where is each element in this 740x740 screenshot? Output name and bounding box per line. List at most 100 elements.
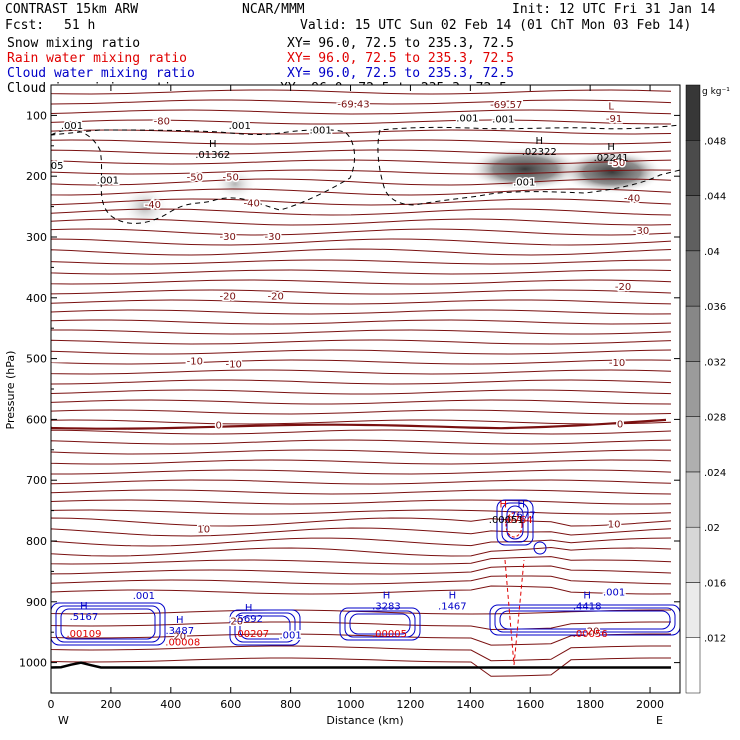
- rain-max-value: .00109: [66, 629, 101, 640]
- isotherm-line: [51, 479, 672, 485]
- isotherm-line: [51, 369, 672, 375]
- isotherm-line: [51, 309, 672, 315]
- isotherm-line: [51, 517, 672, 527]
- isotherm-line: [51, 279, 672, 285]
- snow-max-value: .02241: [594, 153, 629, 164]
- contour-labels: -80 -69.43 -69.57 -91 L -50 -50 -50 -40 -40 -40 -30…: [51, 98, 651, 649]
- isotherm-line: [51, 419, 672, 425]
- cloud-water-contour-label: .001: [133, 591, 155, 602]
- snow-max-value: .01362: [195, 150, 230, 161]
- cloud-water-max-marker: H: [245, 603, 253, 614]
- isotherm-line: [51, 248, 672, 256]
- isotherm-line: [51, 218, 672, 226]
- isotherm-label: -91: [606, 114, 622, 125]
- snow-contour-label: .001: [309, 126, 331, 137]
- colorbar-units: g kg⁻¹: [702, 87, 730, 97]
- snow-contour-label: .001: [97, 175, 119, 186]
- isotherm-label: -20: [220, 292, 236, 303]
- colorbar-swatch: [685, 582, 701, 638]
- snow-shading-blob: [120, 185, 170, 229]
- colorbar-swatch: [685, 526, 701, 583]
- cloud-water-max-marker: H: [176, 615, 184, 626]
- cloud-water-contour: [501, 502, 529, 543]
- x-tick-label: 600: [220, 698, 241, 711]
- cloud-water-max-value: .5167: [70, 612, 99, 623]
- isotherm-line: [51, 429, 672, 435]
- ice-max-marker: H: [500, 500, 508, 511]
- snow-shading-blob: [213, 168, 257, 200]
- cloud-water-contour: [496, 499, 534, 546]
- isotherm-label: -50: [187, 172, 203, 183]
- isotherm-line: [51, 359, 672, 365]
- isotherm-line: [51, 439, 672, 445]
- rain-max-value: .00005: [372, 629, 407, 640]
- colorbar-tick-label: .036: [704, 302, 726, 313]
- colorbar-swatch: [685, 140, 701, 196]
- rain-contour-line: [505, 512, 523, 538]
- x-tick-label: 1000: [337, 698, 365, 711]
- legend-cloud-water-name: Cloud water mixing ratio: [7, 66, 195, 81]
- isotherm-label: 20: [587, 627, 600, 638]
- x-axis-west-label: W: [58, 714, 69, 727]
- colorbar-swatch: [685, 416, 701, 473]
- snow-contour-label: .001: [513, 177, 535, 188]
- init-time: Init: 12 UTC Fri 31 Jan 14: [512, 2, 716, 17]
- isotherm-label: -30: [264, 232, 280, 243]
- temperature-contours: [51, 89, 672, 677]
- isotherm-label: -30: [633, 226, 649, 237]
- rain-max-value: .00056: [573, 629, 608, 640]
- isotherm-line: [51, 208, 672, 216]
- snow-contour-label: .001: [61, 121, 83, 132]
- cloud-water-contour: [51, 602, 166, 646]
- isotherm-line: [51, 499, 672, 505]
- cloud-water-contour: [339, 607, 421, 641]
- isotherm-line: [51, 329, 672, 335]
- isotherm-label: -50: [223, 172, 239, 183]
- cloud-water-max-marker: H: [449, 591, 457, 602]
- isotherm-label: -69.57: [490, 100, 522, 111]
- cloud-water-max-value: .1467: [438, 602, 467, 613]
- isotherm-line: [51, 238, 672, 246]
- colorbar-tick-label: .012: [704, 634, 726, 645]
- cloud-water-contour: [55, 605, 161, 643]
- colorbar-tick-label: .048: [704, 136, 726, 147]
- snow-max-marker: H: [535, 136, 543, 147]
- rain-max-value: .0764: [504, 515, 533, 526]
- isotherm-line: [51, 149, 672, 155]
- colorbar-tick-label: .024: [704, 468, 726, 479]
- isotherm-line: [51, 159, 672, 165]
- isotherm-line: [51, 489, 672, 495]
- cloud-water-contour: [60, 608, 156, 640]
- legend-cloud-water-xy: XY= 96.0, 72.5 to 235.3, 72.5: [287, 66, 514, 81]
- isotherm-label: -10: [609, 358, 625, 369]
- x-tick-label: 800: [280, 698, 301, 711]
- isotherm-label: -20: [267, 292, 283, 303]
- y-tick-label: 400: [26, 292, 47, 305]
- isotherm-line: [51, 139, 672, 145]
- cloud-water-contour: [234, 612, 296, 643]
- isotherm-line: [51, 198, 672, 206]
- isotherm-label: -69.43: [337, 99, 369, 110]
- y-tick-label: 900: [26, 596, 47, 609]
- colorbar-swatch: [685, 361, 701, 417]
- isotherm-line: [51, 459, 672, 465]
- isotherm-line: [51, 349, 672, 355]
- isotherm-label: -30: [220, 232, 236, 243]
- isotherm-label: -80: [154, 117, 170, 128]
- cloud-water-max-value: .7677: [507, 511, 536, 522]
- axes: 0 200 400 600 800 1000 1200 1400 1600 1800 2000100…: [19, 85, 680, 711]
- y-tick-label: 700: [26, 474, 47, 487]
- colorbar-tick-label: .02: [704, 523, 720, 534]
- colorbar-swatch: [685, 637, 701, 694]
- colorbar-swatch: [685, 250, 701, 307]
- x-axis-label: Distance (km): [326, 714, 403, 727]
- rain-max-value: .00207: [234, 629, 269, 640]
- cloud-water-max-marker: H: [583, 591, 591, 602]
- isotherm-line: [51, 89, 672, 95]
- cloud-water-contour: [349, 613, 411, 635]
- snow-max-marker: H: [209, 139, 217, 150]
- x-tick-label: 1400: [456, 698, 484, 711]
- snow-contours: [51, 124, 680, 224]
- ice-contour-label: .00051: [489, 515, 524, 526]
